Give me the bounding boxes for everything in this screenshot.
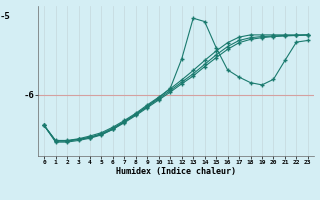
Text: -5: -5 [0,12,10,21]
X-axis label: Humidex (Indice chaleur): Humidex (Indice chaleur) [116,167,236,176]
